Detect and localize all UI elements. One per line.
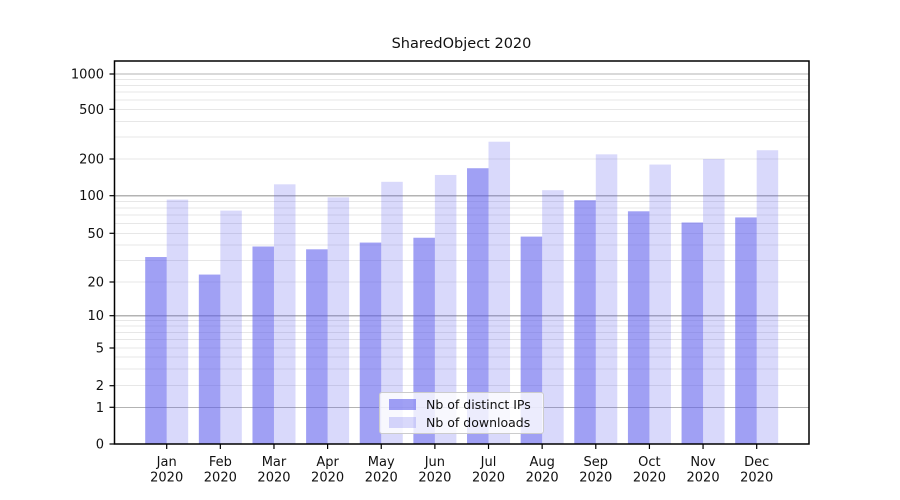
x-tick-label: Mar 2020 (257, 455, 290, 486)
x-tick-label: Jan 2020 (150, 455, 183, 486)
bar-nb-of-downloads-oct-2020 (649, 164, 671, 445)
x-tick-label: Apr 2020 (311, 455, 344, 486)
bar-nb-of-distinct-ips-apr-2020 (306, 249, 328, 444)
bar-nb-of-downloads-nov-2020 (703, 159, 725, 444)
plot-border (113, 60, 810, 445)
y-tick-label: 20 (87, 276, 104, 291)
bar-nb-of-downloads-may-2020 (381, 181, 403, 444)
legend-label-downloads: Nb of downloads (426, 414, 531, 430)
legend: Nb of distinct IPs Nb of downloads (379, 392, 544, 434)
x-tick-label: Nov 2020 (687, 455, 720, 486)
y-tick-label: 1 (96, 401, 104, 416)
legend-swatch-downloads (389, 416, 416, 428)
bar-nb-of-downloads-aug-2020 (542, 190, 564, 444)
bar-nb-of-downloads-apr-2020 (327, 197, 350, 444)
bar-nb-of-distinct-ips-feb-2020 (198, 274, 221, 444)
x-tick-label: Sep 2020 (579, 455, 612, 486)
y-tick-label: 5 (96, 342, 104, 357)
chart-title: SharedObject 2020 (391, 36, 532, 52)
bar-nb-of-distinct-ips-sep-2020 (574, 200, 596, 444)
legend-swatch-distinct-ips (389, 398, 416, 410)
x-tick-label: Jul 2020 (472, 455, 505, 486)
y-tick-label: 50 (87, 227, 104, 242)
bar-nb-of-downloads-jun-2020 (434, 174, 457, 445)
x-tick-label: Feb 2020 (204, 455, 237, 486)
x-tick-label: Dec 2020 (740, 455, 773, 486)
bar-nb-of-distinct-ips-jan-2020 (145, 257, 167, 444)
bar-nb-of-downloads-dec-2020 (756, 150, 779, 444)
y-tick-label: 500 (79, 103, 104, 118)
bar-nb-of-distinct-ips-mar-2020 (252, 246, 274, 444)
x-tick-label: Aug 2020 (526, 455, 559, 486)
legend-item-downloads: Nb of downloads (389, 415, 543, 430)
bar-nb-of-downloads-sep-2020 (595, 154, 618, 444)
y-tick-label: 0 (96, 438, 104, 453)
y-tick-label: 1000 (71, 68, 104, 83)
x-tick-label: May 2020 (365, 455, 398, 486)
bar-nb-of-distinct-ips-oct-2020 (627, 211, 650, 444)
y-tick-label: 10 (87, 309, 104, 324)
legend-label-distinct-ips: Nb of distinct IPs (426, 396, 531, 412)
bar-nb-of-downloads-jan-2020 (166, 199, 189, 444)
bar-nb-of-downloads-jul-2020 (488, 141, 511, 444)
x-tick-label: Jun 2020 (418, 455, 451, 486)
y-tick-label: 200 (79, 153, 104, 168)
bar-nb-of-distinct-ips-may-2020 (359, 242, 382, 444)
y-tick-label: 2 (96, 379, 104, 394)
legend-item-distinct-ips: Nb of distinct IPs (389, 397, 543, 412)
bar-nb-of-distinct-ips-dec-2020 (735, 217, 757, 444)
bar-nb-of-distinct-ips-jul-2020 (467, 168, 489, 444)
y-tick-label: 100 (79, 189, 104, 204)
bar-nb-of-distinct-ips-nov-2020 (681, 222, 704, 444)
x-tick-label: Oct 2020 (633, 455, 666, 486)
bar-nb-of-downloads-feb-2020 (220, 210, 242, 444)
bar-nb-of-downloads-mar-2020 (273, 184, 296, 444)
